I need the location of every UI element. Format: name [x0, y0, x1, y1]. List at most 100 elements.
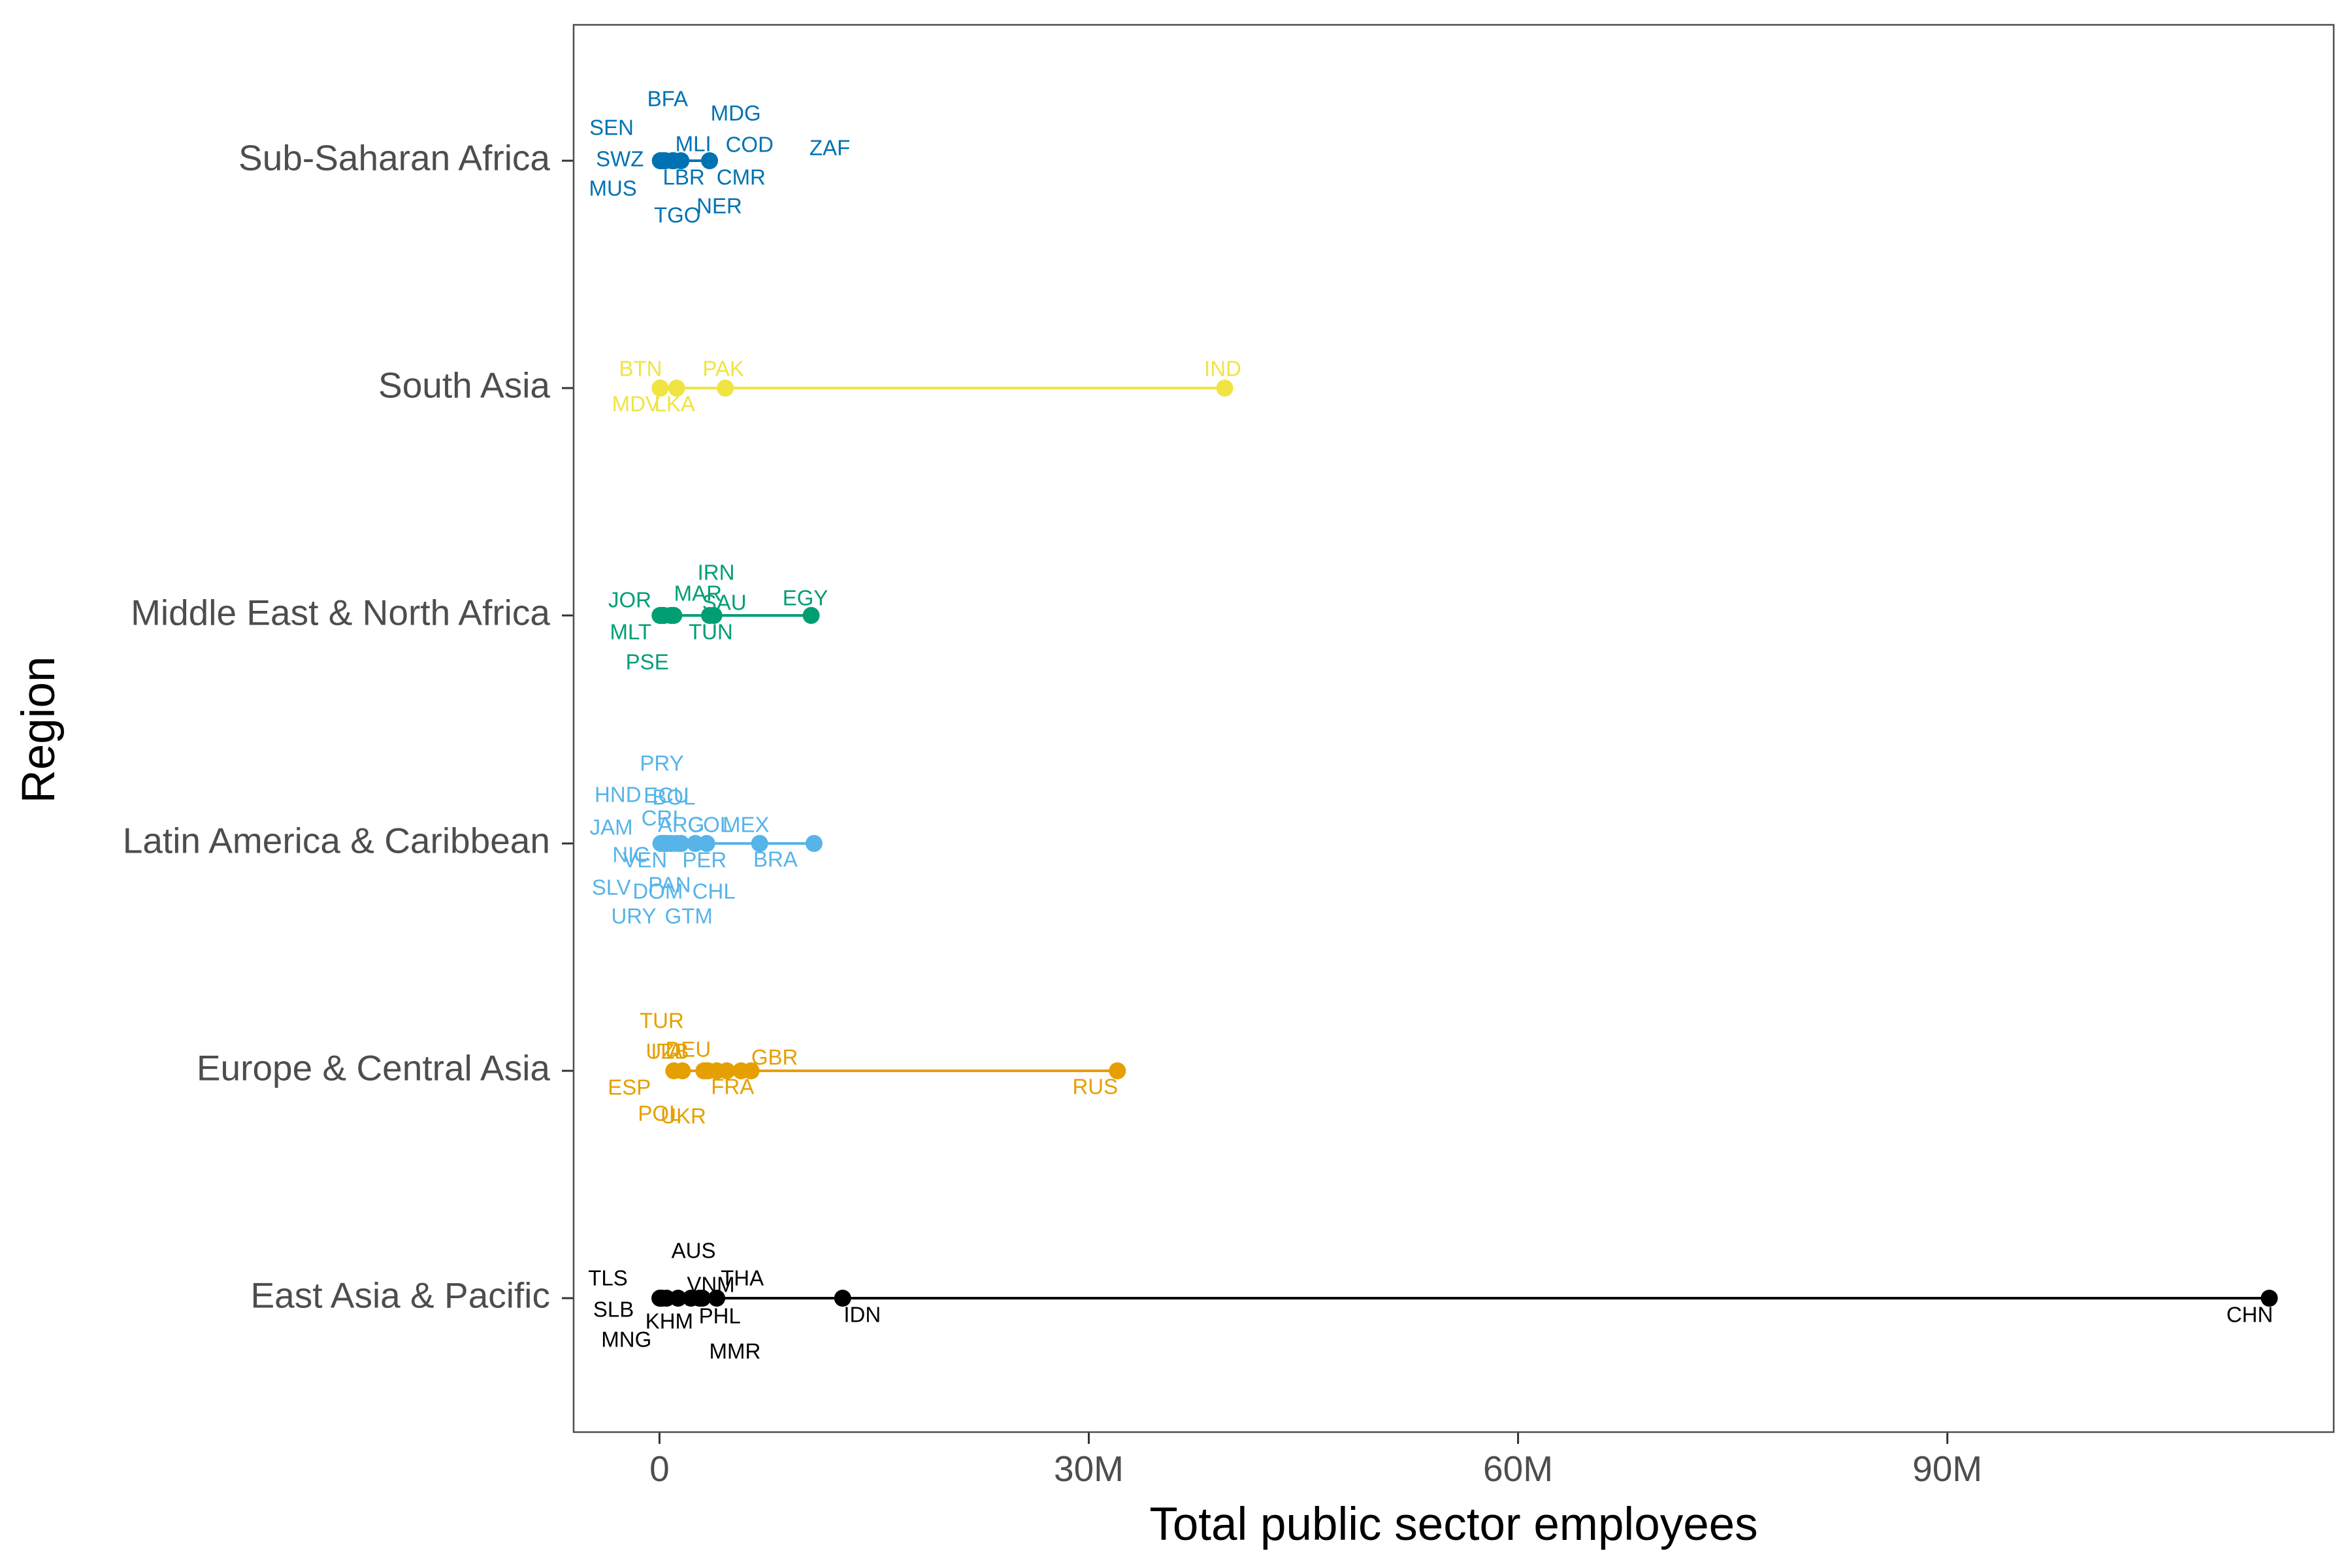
y-tick-label: Sub-Saharan Africa — [238, 138, 550, 178]
point-label-idn: IDN — [843, 1303, 881, 1327]
point-label-bfa: BFA — [647, 87, 688, 111]
point-label-zaf: ZAF — [809, 136, 850, 160]
point-label-cod: COD — [726, 133, 774, 157]
point-label-bol: BOL — [652, 785, 695, 809]
data-point-egy — [802, 607, 820, 624]
point-label-mdv: MDV — [612, 392, 660, 416]
point-label-pry: PRY — [640, 751, 683, 776]
y-axis-title: Region — [13, 657, 65, 804]
data-point-mmr — [669, 1290, 687, 1307]
point-label-gbr: GBR — [751, 1045, 798, 1070]
point-label-rus: RUS — [1072, 1075, 1118, 1099]
point-label-cmr: CMR — [717, 165, 766, 189]
point-label-khm: KHM — [645, 1309, 693, 1333]
data-point-vnm — [708, 1290, 726, 1307]
point-label-mng: MNG — [601, 1328, 651, 1352]
point-label-tun: TUN — [689, 620, 733, 644]
data-point-gbr — [742, 1062, 760, 1079]
data-point-idn — [834, 1290, 851, 1307]
point-label-cri: CRI — [642, 806, 679, 830]
point-label-ury: URY — [611, 904, 656, 928]
point-label-ukr: UKR — [661, 1104, 706, 1128]
point-label-mlt: MLT — [610, 620, 652, 644]
point-label-aus: AUS — [672, 1239, 716, 1263]
point-label-pak: PAK — [702, 357, 744, 381]
x-tick-label: 30M — [1054, 1448, 1124, 1489]
point-label-tha: THA — [721, 1266, 764, 1290]
data-point-pol — [674, 1062, 691, 1079]
data-point-ner — [655, 152, 672, 169]
data-point-dom — [662, 835, 679, 852]
point-label-lbr: LBR — [663, 165, 705, 189]
point-label-ecu: ECU — [644, 783, 689, 808]
point-label-irn: IRN — [698, 561, 735, 585]
point-label-jor: JOR — [608, 588, 651, 612]
point-label-mex: MEX — [723, 813, 770, 837]
point-label-jam: JAM — [590, 815, 633, 840]
point-label-sau: SAU — [702, 591, 747, 615]
point-label-slb: SLB — [593, 1298, 634, 1322]
x-tick-label: 0 — [649, 1448, 670, 1489]
point-label-pse: PSE — [626, 650, 669, 674]
point-label-mmr: MMR — [709, 1339, 760, 1364]
point-label-ner: NER — [696, 194, 742, 218]
data-point-rus — [1109, 1062, 1126, 1079]
point-label-hnd: HND — [595, 783, 642, 807]
data-point-lka — [668, 380, 685, 397]
point-label-lka: LKA — [655, 392, 695, 416]
x-tick-label: 90M — [1912, 1448, 1982, 1489]
point-label-tls: TLS — [588, 1266, 628, 1290]
point-label-ind: IND — [1204, 357, 1241, 381]
data-point-sau — [705, 607, 723, 624]
series-middle-east-north-africa: JOR MLT PSE MAR TUN IRN SAU EGY — [608, 561, 828, 674]
point-label-chn: CHN — [2227, 1303, 2274, 1327]
series-latin-america-caribbean: HND JAM NIC SLV URY PRY CRI PAN BOL GTM ECU COL PER C… — [590, 751, 823, 928]
point-label-fra: FRA — [711, 1075, 754, 1099]
point-label-phl: PHL — [699, 1304, 741, 1328]
point-label-tgo: TGO — [654, 203, 701, 227]
y-tick-label: Europe & Central Asia — [197, 1048, 551, 1088]
point-label-arg: ARG — [658, 813, 705, 837]
data-point-mdv — [651, 380, 669, 397]
series-sub-saharan-africa: SEN BFA SWZ MUS TGO MLI LBR MDG COD CMR NER ZAF — [589, 87, 850, 227]
data-point-ukr — [708, 1062, 726, 1079]
point-label-btn: BTN — [619, 357, 662, 381]
axis-ticks: Sub-Saharan Africa South Asia Middle East … — [123, 138, 1982, 1489]
point-label-pol: POL — [638, 1102, 681, 1126]
data-point-tun — [662, 607, 679, 624]
x-axis-title: Total public sector employees — [1149, 1499, 1757, 1550]
point-label-uzb: UZB — [645, 1039, 689, 1064]
point-label-swz: SWZ — [596, 147, 644, 171]
point-label-slv: SLV — [592, 875, 631, 900]
data-point-ind — [1216, 380, 1233, 397]
chart-marks: SEN BFA SWZ MUS TGO MLI LBR MDG COD CMR NER ZAF BTN M… — [588, 87, 2278, 1364]
point-label-mdg: MDG — [711, 101, 761, 125]
y-tick-label: Middle East & North Africa — [131, 593, 550, 633]
point-label-mar: MAR — [674, 581, 722, 606]
data-point-zaf — [701, 152, 719, 169]
point-label-chl: CHL — [693, 879, 736, 904]
point-label-deu: DEU — [666, 1037, 711, 1062]
point-label-mli: MLI — [676, 132, 711, 156]
point-label-gtm: GTM — [665, 904, 713, 928]
x-tick-label: 60M — [1483, 1448, 1553, 1489]
y-tick-label: South Asia — [378, 365, 550, 406]
y-tick-label: East Asia & Pacific — [250, 1275, 550, 1316]
point-label-bra: BRA — [753, 847, 798, 872]
point-label-tur: TUR — [640, 1009, 684, 1033]
data-point-bra — [805, 835, 823, 852]
data-point-mex — [751, 835, 768, 852]
data-point-pak — [717, 380, 734, 397]
point-label-pan: PAN — [648, 873, 691, 897]
plot-panel-border — [572, 24, 2335, 1433]
point-label-per: PER — [682, 848, 727, 872]
point-label-dom: DOM — [632, 879, 683, 904]
point-label-ita: ITA — [651, 1039, 683, 1064]
point-label-vnm: VNM — [687, 1273, 734, 1297]
data-point-arg — [698, 835, 715, 852]
data-point-phl — [691, 1290, 708, 1307]
